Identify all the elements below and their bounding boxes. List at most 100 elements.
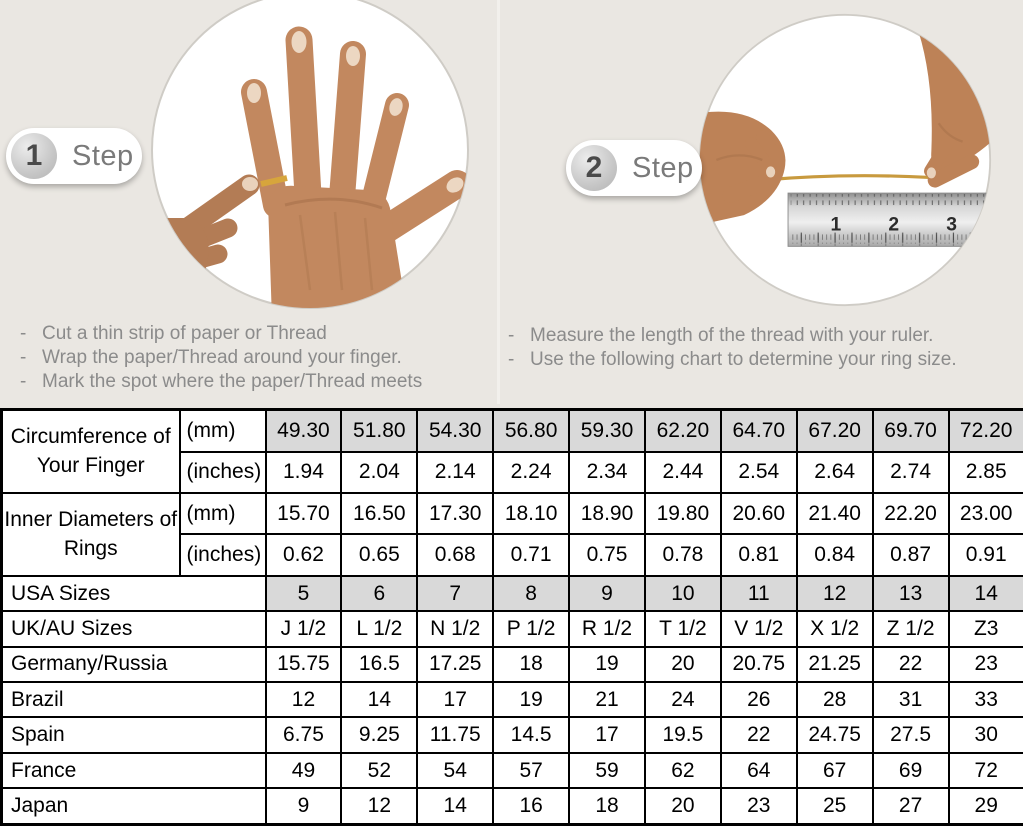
size-value-cell: 12 — [340, 787, 419, 826]
size-value-cell: 2.64 — [795, 450, 874, 494]
unit-label: (inches) — [178, 533, 267, 577]
row-label: USA Sizes — [0, 574, 267, 613]
size-value-cell: 0.71 — [492, 533, 571, 577]
size-value-cell: 0.78 — [643, 533, 722, 577]
size-value-cell: 57 — [492, 751, 571, 790]
step1-badge: 1 Step — [6, 128, 142, 184]
size-value-cell: 52 — [340, 751, 419, 790]
size-value-cell: X 1/2 — [795, 610, 874, 648]
size-value-cell: 22 — [871, 645, 950, 684]
size-value-cell: 17.30 — [416, 491, 495, 536]
size-value-cell: 49.30 — [264, 408, 343, 453]
row-label: Circumference of Your Finger — [0, 408, 181, 494]
size-value-cell: 2.24 — [492, 450, 571, 494]
size-value-cell: 7 — [416, 574, 495, 613]
ring-size-conversion-table: Circumference of Your Finger (mm) 49.30 51.… — [0, 408, 1023, 826]
hand-with-thread-illustration — [151, 0, 469, 309]
size-value-cell: 18.90 — [568, 491, 646, 536]
step2-label: Step — [632, 151, 694, 184]
size-value-cell: 2.54 — [719, 450, 798, 494]
size-value-cell: 18.10 — [492, 491, 571, 536]
size-value-cell: 51.80 — [340, 408, 419, 453]
instruction-item: - Use the following chart to determine yo… — [508, 348, 1020, 372]
size-value-cell: 16.5 — [340, 645, 419, 684]
row-label: Japan — [0, 787, 267, 826]
size-value-cell: 20.60 — [719, 491, 798, 536]
size-value-cell: 28 — [795, 681, 874, 719]
size-value-cell: 69.70 — [871, 408, 950, 453]
instruction-text: Cut a thin strip of paper or Thread — [42, 323, 327, 344]
size-value-cell: 25 — [795, 787, 874, 826]
instruction-item: - Measure the length of the thread with y… — [508, 324, 1020, 348]
unit-label: (mm) — [178, 408, 267, 453]
instruction-text: Wrap the paper/Thread around your finger… — [42, 347, 402, 368]
size-value-cell: 23 — [719, 787, 798, 826]
size-value-cell: 21.40 — [795, 491, 874, 536]
gold-thread-ring — [260, 175, 288, 187]
size-value-cell: 33 — [947, 681, 1023, 719]
size-value-cell: 0.91 — [947, 533, 1023, 577]
size-value-cell: 0.75 — [568, 533, 646, 577]
size-value-cell: 6 — [340, 574, 419, 613]
size-value-cell: 0.84 — [795, 533, 874, 577]
size-value-cell: 0.87 — [871, 533, 950, 577]
size-value-cell: 29 — [947, 787, 1023, 826]
size-value-cell: 22 — [719, 716, 798, 754]
section-divider — [497, 0, 500, 404]
instruction-item: - Mark the spot where the paper/Thread me… — [20, 370, 495, 394]
size-value-cell: 26 — [719, 681, 798, 719]
row-label: UK/AU Sizes — [0, 610, 267, 648]
size-value-cell: 19 — [568, 645, 646, 684]
size-value-cell: L 1/2 — [340, 610, 419, 648]
size-value-cell: 49 — [264, 751, 343, 790]
step2-badge: 2 Step — [566, 140, 702, 196]
instruction-text: Mark the spot where the paper/Thread mee… — [42, 371, 423, 392]
size-value-cell: 18 — [492, 645, 571, 684]
size-value-cell: 19 — [492, 681, 571, 719]
size-value-cell: 67 — [795, 751, 874, 790]
size-value-cell: 12 — [795, 574, 874, 613]
size-value-cell: 30 — [947, 716, 1023, 754]
size-value-cell: 67.20 — [795, 408, 874, 453]
size-value-cell: R 1/2 — [568, 610, 646, 648]
size-value-cell: 19.80 — [643, 491, 722, 536]
size-value-cell: 72.20 — [947, 408, 1023, 453]
unit-label: (inches) — [178, 450, 267, 494]
size-value-cell: 11 — [719, 574, 798, 613]
steps-section: 1 2 3 — [0, 0, 1023, 408]
step1-photo — [150, 0, 470, 310]
size-value-cell: 11.75 — [416, 716, 495, 754]
size-value-cell: 17 — [568, 716, 646, 754]
size-value-cell: 9.25 — [340, 716, 419, 754]
size-value-cell: 59 — [568, 751, 646, 790]
size-value-cell: 62 — [643, 751, 722, 790]
size-value-cell: 31 — [871, 681, 950, 719]
size-value-cell: 2.85 — [947, 450, 1023, 494]
size-value-cell: 19.5 — [643, 716, 722, 754]
instruction-item: - Wrap the paper/Thread around your finge… — [20, 346, 495, 370]
size-value-cell: 0.81 — [719, 533, 798, 577]
size-value-cell: 13 — [871, 574, 950, 613]
instruction-item: - Cut a thin strip of paper or Thread — [20, 322, 495, 346]
size-value-cell: N 1/2 — [416, 610, 495, 648]
size-value-cell: 24.75 — [795, 716, 874, 754]
size-value-cell: 17.25 — [416, 645, 495, 684]
size-value-cell: 5 — [264, 574, 343, 613]
unit-label: (mm) — [178, 491, 267, 536]
size-value-cell: 54 — [416, 751, 495, 790]
size-value-cell: V 1/2 — [719, 610, 798, 648]
ruler-number-2: 2 — [888, 215, 899, 236]
size-value-cell: 2.14 — [416, 450, 495, 494]
step1-label: Step — [72, 139, 134, 172]
size-value-cell: 27 — [871, 787, 950, 826]
size-value-cell: 15.70 — [264, 491, 343, 536]
instruction-text: Measure the length of the thread with yo… — [530, 325, 934, 346]
size-value-cell: 21.25 — [795, 645, 874, 684]
bullet-dash: - — [20, 347, 27, 368]
measuring-with-ruler-illustration: 1 2 3 — [698, 13, 992, 307]
step1-number: 1 — [11, 133, 57, 179]
size-value-cell: 0.62 — [264, 533, 343, 577]
size-value-cell: 14 — [947, 574, 1023, 613]
step1-instructions: - Cut a thin strip of paper or Thread - Wra… — [20, 322, 495, 394]
size-value-cell: P 1/2 — [492, 610, 571, 648]
